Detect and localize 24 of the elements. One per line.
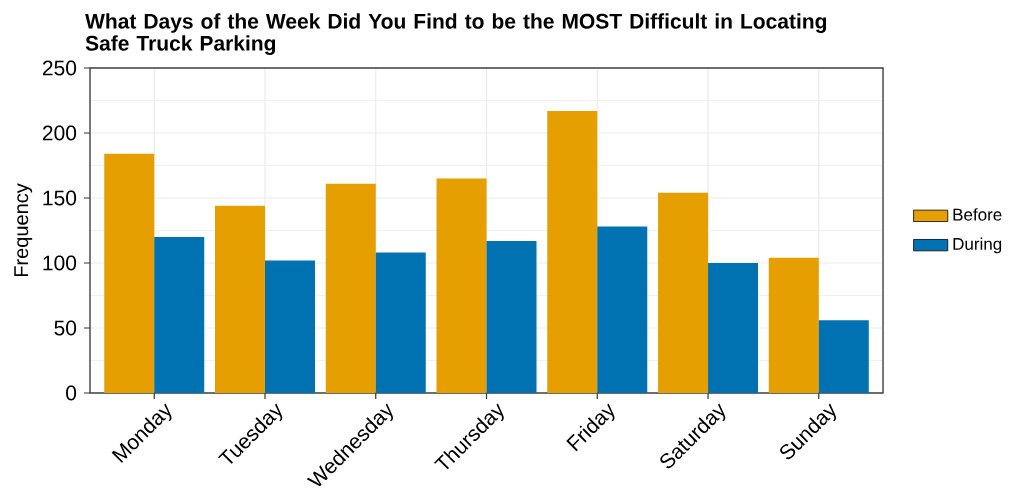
bar [104,153,155,393]
bar [768,257,819,393]
legend-label: During [953,237,1002,254]
bar [486,240,537,393]
y-tick-label: 250 [42,60,77,76]
bar [214,205,265,393]
bar [375,252,426,393]
chart-title: What Days of the Week Did You Find to be the MOST Difficult in Locating Safe Truck Parking [85,13,827,55]
y-tick-label: 50 [54,320,77,336]
bar [436,178,487,393]
y-tick-label: 100 [43,255,77,271]
bar [708,263,759,393]
bar [658,192,709,393]
bar [818,320,869,393]
y-axis-title: Frequency [14,183,33,277]
bar [597,226,648,393]
bar [265,260,315,393]
bar [547,110,598,393]
y-tick-label: 0 [66,385,77,401]
y-tick-label: 200 [42,125,77,141]
bar [325,183,376,393]
bar [154,237,205,393]
y-tick-label: 150 [43,190,77,206]
legend-label: Before [953,208,1002,221]
